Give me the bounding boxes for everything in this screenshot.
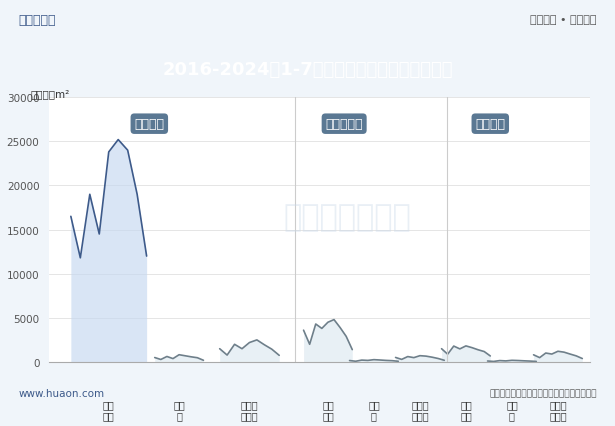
Text: 商品
住宅: 商品 住宅	[322, 399, 334, 420]
Text: 竣工面积: 竣工面积	[475, 118, 506, 131]
Text: 2016-2024年1-7月江西省房地产施工面积情况: 2016-2024年1-7月江西省房地产施工面积情况	[162, 61, 453, 79]
Text: 商业营
业用房: 商业营 业用房	[411, 399, 429, 420]
Text: 华经情报网: 华经情报网	[18, 14, 56, 27]
Text: 专业严谨 • 客观科学: 专业严谨 • 客观科学	[530, 15, 597, 26]
Text: 数据来源：国家统计局、华经产业研究院整理: 数据来源：国家统计局、华经产业研究院整理	[489, 389, 597, 398]
Text: 商品
住宅: 商品 住宅	[103, 399, 114, 420]
Text: 商业营
业用房: 商业营 业用房	[240, 399, 258, 420]
Text: 办公
楼: 办公 楼	[173, 399, 185, 420]
Text: 单位：万m²: 单位：万m²	[31, 89, 70, 99]
Text: 商品
住宅: 商品 住宅	[460, 399, 472, 420]
Text: 华经产业研究院: 华经产业研究院	[283, 202, 411, 231]
Text: www.huaon.com: www.huaon.com	[18, 388, 105, 398]
Text: 新开工面积: 新开工面积	[325, 118, 363, 131]
Text: 商业营
业用房: 商业营 业用房	[549, 399, 567, 420]
Text: 施工面积: 施工面积	[134, 118, 164, 131]
Text: 办公
楼: 办公 楼	[506, 399, 518, 420]
Text: 办公
楼: 办公 楼	[368, 399, 380, 420]
